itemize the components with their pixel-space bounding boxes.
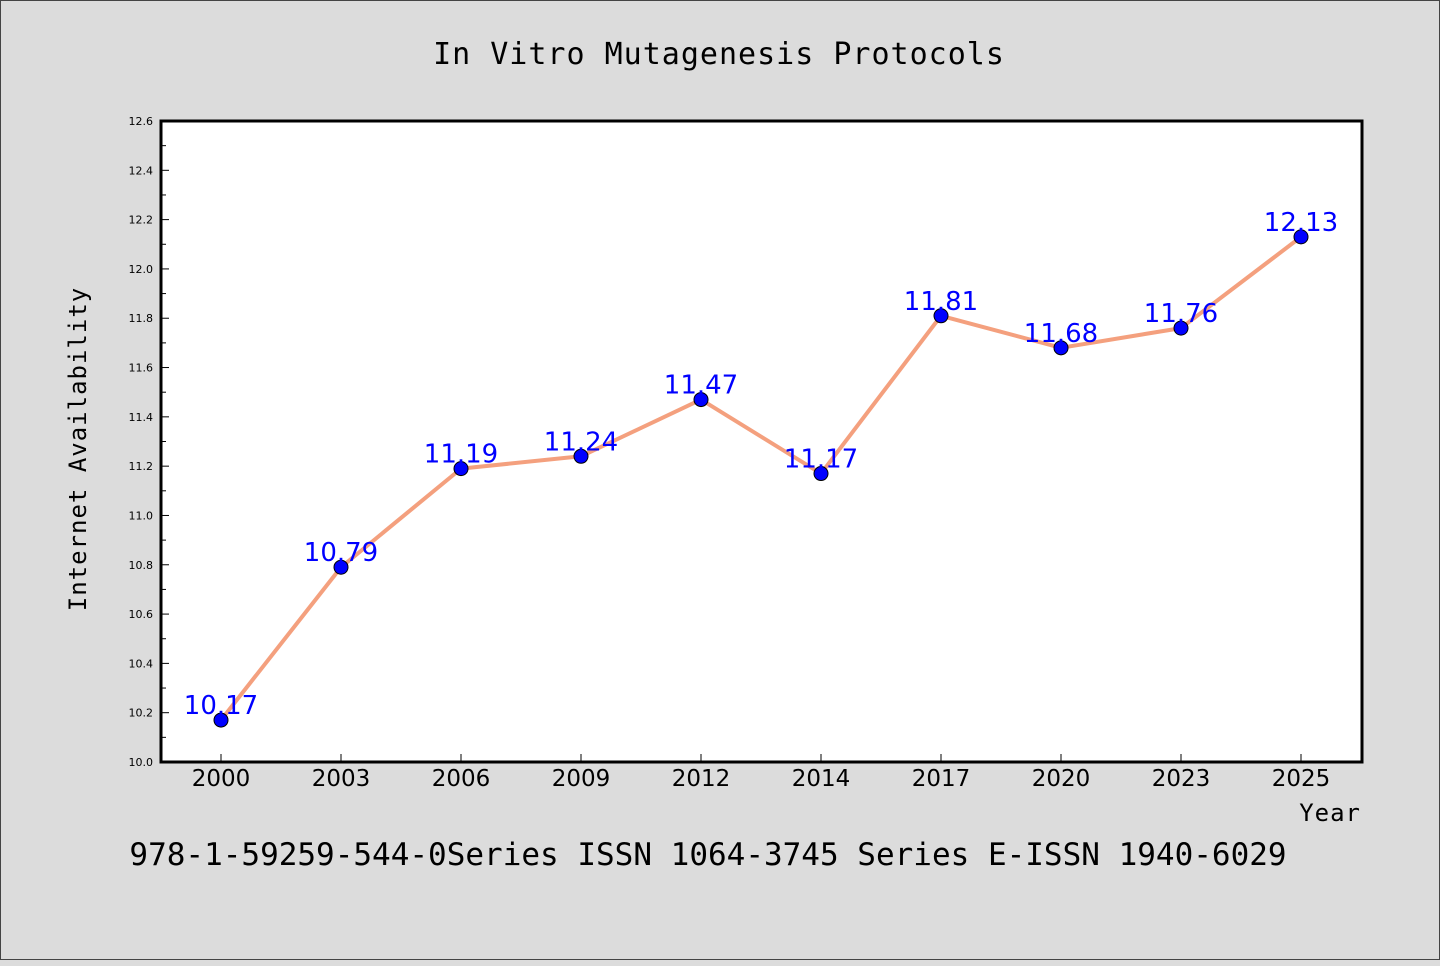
x-tick-label: 2012 [672, 766, 731, 792]
data-point [1053, 340, 1069, 356]
x-tick-label: 2014 [792, 766, 851, 792]
x-tick-label: 2000 [192, 766, 251, 792]
y-tick-label: 10.4 [129, 657, 154, 670]
y-tick-label: 10.6 [129, 608, 154, 621]
data-point [573, 448, 589, 464]
y-tick-label: 12.2 [129, 214, 154, 227]
data-label: 11.68 [1024, 319, 1098, 349]
data-label: 10.17 [184, 691, 258, 721]
x-axis-label: Year [1299, 799, 1361, 827]
data-label: 11.76 [1144, 299, 1218, 329]
series-line [219, 235, 1303, 722]
x-tick-label: 2006 [432, 766, 491, 792]
data-point [813, 466, 829, 482]
y-tick-label: 11.4 [129, 411, 154, 424]
data-point [333, 559, 349, 575]
data-point [693, 392, 709, 408]
y-axis: 10.0 10.2 10.4 10.6 10.8 11.0 11.2 11.4 11.6 11.8… [129, 115, 169, 769]
y-tick-label: 10.2 [129, 707, 154, 720]
y-tick-label: 12.6 [129, 115, 154, 128]
data-label: 11.24 [544, 427, 618, 457]
y-tick-label: 12.0 [129, 263, 154, 276]
y-tick-label: 10.8 [129, 559, 154, 572]
y-axis-label: Internet Availability [64, 287, 92, 611]
y-tick-label: 11.2 [129, 460, 154, 473]
footer-isbn-text: 978-1-59259-544-0Series ISSN 1064-3745 S… [129, 837, 1286, 873]
series-internet-availability [213, 229, 1309, 728]
plot-area [159, 119, 1364, 764]
y-tick-label: 11.6 [129, 362, 154, 375]
chart-title: In Vitro Mutagenesis Protocols [433, 37, 1005, 72]
data-point [453, 461, 469, 477]
y-tick-label: 10.0 [129, 756, 154, 769]
data-point [213, 712, 229, 728]
y-tick-label: 11.8 [129, 312, 154, 325]
x-tick-label: 2003 [312, 766, 371, 792]
data-label: 11.19 [424, 440, 498, 470]
y-tick-label: 12.4 [129, 164, 154, 177]
x-tick-label: 2009 [552, 766, 611, 792]
x-tick-label: 2020 [1032, 766, 1091, 792]
data-point [1293, 229, 1309, 245]
x-tick-label: 2023 [1152, 766, 1211, 792]
data-label: 11.81 [904, 287, 978, 317]
data-label: 11.47 [664, 371, 738, 401]
data-point [933, 308, 949, 324]
x-axis: 2000 2003 2006 2009 2012 2014 2017 2020 2023 2025 [192, 754, 1331, 792]
x-tick-label: 2017 [912, 766, 971, 792]
data-label: 10.79 [304, 538, 378, 568]
y-tick-label: 11.0 [129, 509, 154, 522]
data-point [1173, 320, 1189, 336]
data-label: 12.13 [1264, 208, 1338, 238]
x-tick-label: 2025 [1272, 766, 1331, 792]
data-label: 11.17 [784, 445, 858, 475]
data-labels: 10.17 10.79 11.19 11.24 11.47 11.17 11.81 11.68… [184, 208, 1338, 721]
